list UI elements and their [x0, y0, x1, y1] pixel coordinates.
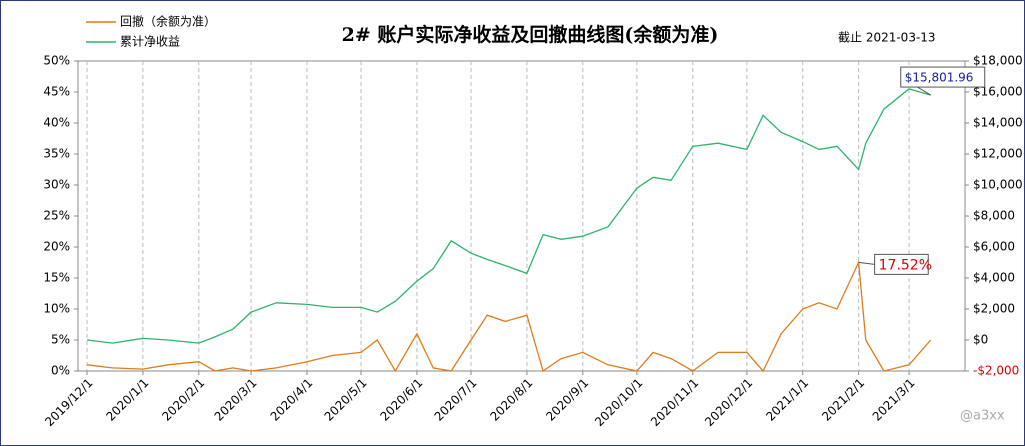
y-tick-label: 50%: [43, 54, 70, 68]
y2-tick-label: $6,000: [973, 240, 1015, 254]
callout-box: [900, 66, 986, 88]
series-line: [86, 259, 932, 373]
y2-tick-label: $16,000: [973, 85, 1023, 99]
y2-tick-label: $14,000: [973, 116, 1023, 130]
y-tick-label: 40%: [43, 116, 70, 130]
y-tick-label: 10%: [43, 302, 70, 316]
y2-tick-label: $18,000: [973, 54, 1023, 68]
legend-label: 回撤（余额为准）: [120, 14, 216, 29]
data-label: 17.52%: [879, 257, 932, 273]
y-tick-label: 15%: [43, 271, 70, 285]
y2-tick-label: $2,000: [973, 302, 1015, 316]
y2-tick-label: $4,000: [973, 271, 1015, 285]
y-tick-label: 0%: [51, 364, 70, 378]
y-tick-label: 20%: [43, 240, 70, 254]
callout-line: [858, 261, 875, 265]
watermark: @a3xx: [960, 409, 1005, 424]
y2-tick-label: $0: [973, 333, 988, 347]
y-tick-label: 5%: [51, 333, 70, 347]
y2-tick-label: $12,000: [973, 147, 1023, 161]
data-label: $15,801.96: [905, 71, 974, 85]
y-tick-label: 25%: [43, 209, 70, 223]
y2-tick-label: $10,000: [973, 178, 1023, 192]
series-line: [86, 88, 931, 344]
legend-label: 累计净收益: [120, 35, 180, 49]
chart-subtitle: 截止 2021-03-13: [838, 31, 936, 45]
callout-box: [874, 253, 929, 275]
y2-tick-label: $8,000: [973, 209, 1015, 223]
y-tick-label: 30%: [43, 178, 70, 192]
y-tick-label: 45%: [43, 85, 70, 99]
chart-title: 2# 账户实际净收益及回撤曲线图(余额为准): [342, 23, 719, 46]
y2-tick-label: -$2,000: [973, 364, 1019, 378]
y-tick-label: 35%: [43, 147, 70, 161]
